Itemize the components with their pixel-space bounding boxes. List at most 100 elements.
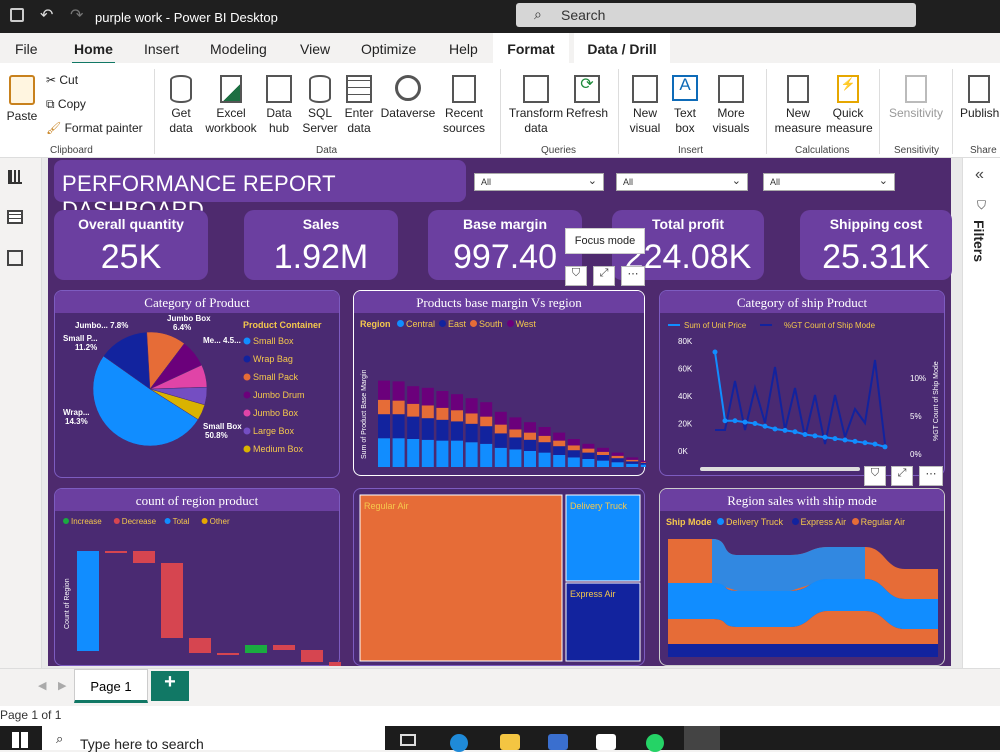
tab-insert[interactable]: Insert: [144, 41, 180, 57]
tab-home[interactable]: Home: [72, 41, 115, 65]
quick-measure-button[interactable]: ⚡ Quick measure: [826, 75, 873, 136]
report-view-icon[interactable]: [8, 170, 22, 184]
mail-icon[interactable]: [596, 734, 616, 750]
task-view-icon[interactable]: [400, 734, 416, 746]
redo-icon[interactable]: ↷: [70, 7, 84, 24]
tab-format[interactable]: Format: [493, 33, 569, 63]
pie-chart-panel[interactable]: Category of Product Jumbo... 7.8% Jumbo B…: [54, 290, 340, 478]
pie-data-label: 50.8%: [205, 431, 228, 440]
tab-modeling[interactable]: Modeling: [210, 41, 267, 57]
kpi-card-sales[interactable]: Sales 1.92M: [244, 210, 398, 280]
paste-button[interactable]: Paste: [5, 75, 39, 124]
dataverse-icon: [395, 75, 421, 101]
collapse-icon[interactable]: «: [975, 166, 984, 183]
tab-data-drill[interactable]: Data / Drill: [574, 33, 670, 63]
legend-item: Decrease: [122, 517, 157, 526]
tab-file[interactable]: File: [15, 41, 38, 57]
more-visuals-icon: [718, 75, 744, 103]
whatsapp-icon[interactable]: [646, 734, 664, 752]
model-view-icon[interactable]: [7, 250, 23, 266]
slicer-2[interactable]: All: [616, 173, 748, 191]
bar-segment: [392, 438, 405, 467]
bar-segment: [597, 451, 609, 455]
next-page-icon[interactable]: ▶: [58, 680, 67, 692]
undo-icon[interactable]: ↶: [40, 7, 54, 24]
sql-server-button[interactable]: SQL Server: [302, 75, 338, 136]
tab-help[interactable]: Help: [449, 41, 478, 57]
legend-dot: [243, 445, 251, 453]
add-page-button[interactable]: +: [151, 671, 189, 701]
table-view-icon[interactable]: [7, 210, 23, 224]
kpi-label: Sales: [302, 216, 340, 232]
slicer-3[interactable]: All: [763, 173, 895, 191]
dataverse-button[interactable]: Dataverse: [380, 75, 436, 121]
recent-label: Recent sources: [442, 106, 486, 135]
kpi-value: 997.40: [453, 238, 557, 276]
kpi-card-base-margin[interactable]: Base margin 997.40: [428, 210, 582, 280]
filter-icon[interactable]: ⛉: [565, 266, 587, 286]
prev-page-icon[interactable]: ◀: [38, 680, 47, 692]
data-point: [812, 433, 818, 439]
text-box-button[interactable]: A Text box: [670, 75, 700, 136]
get-data-button[interactable]: Get data: [162, 75, 200, 136]
line-chart: Sum of Unit Price %GT Count of Ship Mode 8…: [668, 321, 940, 471]
taskbar-search[interactable]: ⌕ Type here to search: [42, 726, 385, 752]
save-icon[interactable]: [10, 8, 24, 22]
bar-segment: [480, 402, 493, 417]
transform-data-button[interactable]: Transform data: [508, 75, 564, 136]
more-options-icon[interactable]: ⋯: [621, 266, 645, 286]
get-data-label: Get data: [169, 106, 193, 135]
y2-tick-label: 5%: [910, 412, 922, 421]
calculator-icon: [787, 75, 809, 103]
search-box[interactable]: ⌕ Search: [516, 3, 916, 27]
kpi-card-shipping[interactable]: Shipping cost 25.31K: [800, 210, 952, 280]
copy-button[interactable]: ⧉ Copy: [46, 97, 86, 112]
tab-view[interactable]: View: [300, 41, 331, 57]
data-hub-button[interactable]: Data hub: [262, 75, 296, 136]
legend-item: Large Box: [253, 426, 295, 436]
more-visuals-button[interactable]: More visuals: [704, 75, 758, 136]
dataverse-label: Dataverse: [380, 106, 436, 120]
edge-icon[interactable]: [450, 734, 468, 752]
file-explorer-icon[interactable]: [500, 734, 520, 750]
treemap-panel[interactable]: Regular Air Delivery Truck Express Air: [353, 488, 645, 666]
kpi-card-quantity[interactable]: Overall quantity 25K: [54, 210, 208, 280]
enter-data-button[interactable]: Enter data: [342, 75, 376, 136]
waterfall-panel[interactable]: count of region product Increase Decrease…: [54, 488, 341, 666]
new-measure-button[interactable]: New measure: [773, 75, 823, 136]
data-point: [782, 427, 788, 433]
legend-dot: [717, 518, 725, 525]
cut-button[interactable]: ✂ Cut: [46, 73, 78, 88]
publish-button[interactable]: Publish: [960, 75, 1000, 121]
power-bi-icon[interactable]: [684, 726, 720, 750]
bar-segment: [640, 463, 646, 465]
focus-mode-icon[interactable]: ⤢: [593, 266, 615, 286]
bar-segment: [392, 400, 405, 415]
filters-pane[interactable]: « ⛉ Filters: [962, 158, 1000, 668]
waterfall-bar: [301, 650, 323, 662]
bar-segment: [626, 463, 639, 467]
kpi-value: 1.92M: [273, 238, 369, 276]
excel-workbook-button[interactable]: Excel workbook: [203, 75, 259, 136]
refresh-button[interactable]: ⟳ Refresh: [566, 75, 608, 121]
ribbon-chart-panel[interactable]: Region sales with ship mode Ship Mode De…: [659, 488, 945, 666]
format-painter-button[interactable]: 🖌 Format painter: [46, 121, 143, 136]
store-icon[interactable]: [548, 734, 568, 750]
stacked-bar-panel[interactable]: Products base margin Vs region Region Ce…: [353, 290, 646, 476]
bar-segment: [524, 422, 536, 433]
new-visual-button[interactable]: New visual: [626, 75, 664, 136]
recent-sources-button[interactable]: Recent sources: [437, 75, 491, 136]
focus-mode-icon[interactable]: ⤢: [891, 466, 913, 486]
waterfall-bar: [273, 645, 295, 650]
legend-item: Wrap Bag: [253, 354, 293, 364]
tab-optimize[interactable]: Optimize: [361, 41, 417, 57]
combo-chart-panel[interactable]: Category of ship Product Sum of Unit Pri…: [659, 290, 945, 476]
bar-segment: [421, 405, 434, 419]
sensitivity-button[interactable]: Sensitivity: [886, 75, 946, 121]
page-tab[interactable]: Page 1: [74, 669, 148, 703]
slicer-1[interactable]: All: [474, 173, 604, 191]
more-options-icon[interactable]: ⋯: [919, 466, 943, 486]
filter-icon[interactable]: ⛉: [864, 466, 886, 486]
windows-start-icon[interactable]: [12, 732, 28, 748]
page-tab-label: Page 1: [90, 679, 132, 694]
